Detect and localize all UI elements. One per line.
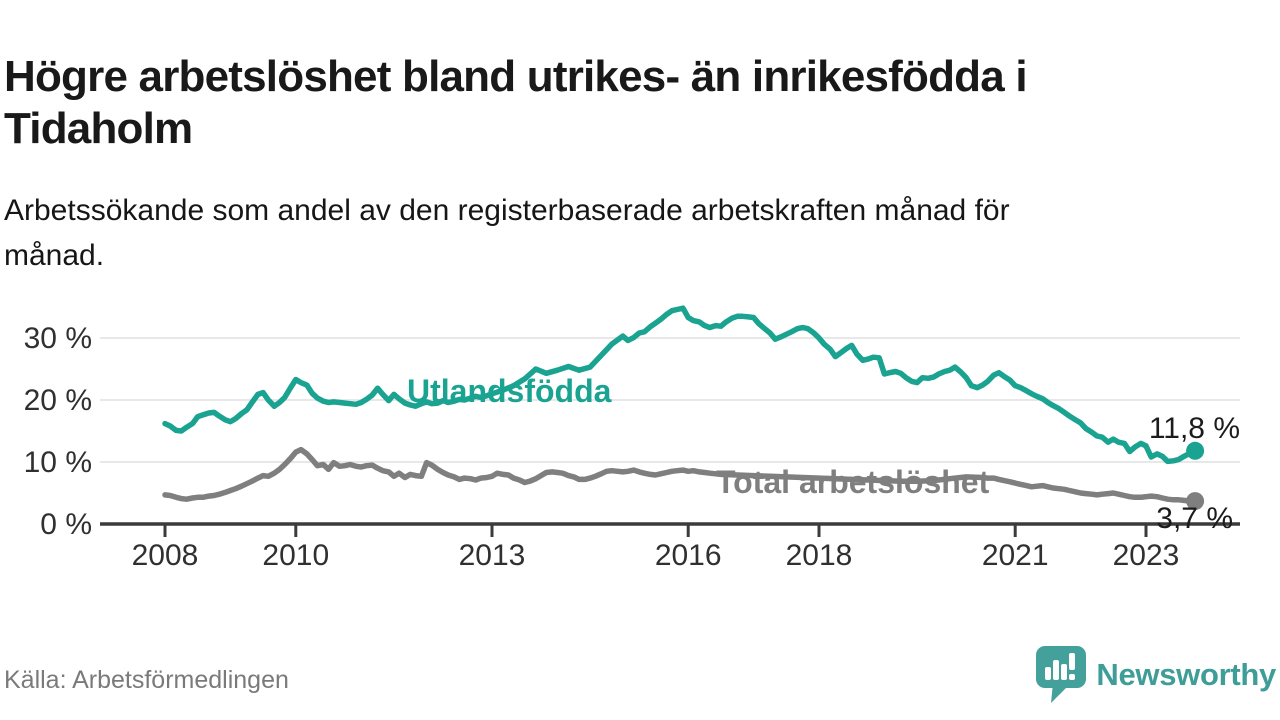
x-tick-label: 2018 [786, 539, 853, 572]
x-tick-label: 2013 [459, 539, 526, 572]
newsworthy-wordmark: Newsworthy [1096, 657, 1276, 692]
newsworthy-logo[interactable]: Newsworthy [1036, 646, 1276, 704]
x-tick-label: 2023 [1113, 539, 1180, 572]
series-label-utlandsfodda: Utlandsfödda [407, 373, 612, 409]
unemployment-chart: 0 % 10 % 20 % 30 % 2008 2010 2013 2016 2018 2021… [24, 305, 1240, 572]
series-dot-total [1186, 492, 1205, 511]
x-axis-ticks: 2008 2010 2013 2016 2018 2021 2023 [132, 524, 1180, 572]
y-tick-label: 20 % [24, 384, 92, 417]
end-value-utlandsfodda: 11,8 % [1149, 412, 1240, 445]
page-title: Högre arbetslöshet bland utrikes- än inr… [4, 52, 1028, 154]
page-subtitle: Arbetssökande som andel av den registerb… [4, 194, 1010, 272]
y-tick-label: 0 % [40, 508, 92, 541]
x-tick-label: 2010 [262, 539, 329, 572]
gridlines: 0 % 10 % 20 % 30 % [24, 322, 1240, 541]
source-note: Källa: Arbetsförmedlingen [4, 666, 289, 694]
y-tick-label: 10 % [24, 446, 92, 479]
series-line-utlandsfodda [162, 305, 1198, 465]
x-tick-label: 2008 [132, 539, 199, 572]
series-dot-utlandsfodda [1186, 441, 1205, 460]
x-tick-label: 2016 [655, 539, 722, 572]
series-label-total: Total arbetslöshet [716, 464, 990, 500]
end-value-total: 3,7 % [1156, 502, 1233, 535]
series-line-total [162, 446, 1198, 504]
logo-bars-icon [1045, 653, 1076, 680]
y-tick-label: 30 % [24, 322, 92, 355]
newsworthy-logo-icon [1036, 646, 1087, 704]
x-tick-label: 2021 [982, 539, 1049, 572]
